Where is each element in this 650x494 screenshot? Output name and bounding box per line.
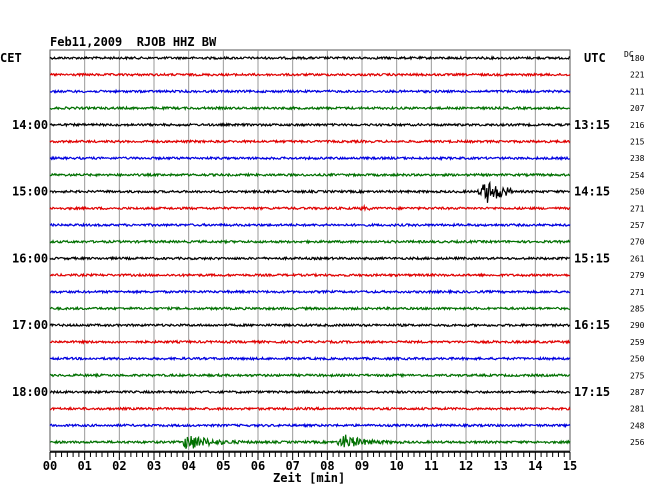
dc-offset-label: 180 — [630, 54, 645, 63]
right-hour-label: 15:15 — [574, 251, 610, 265]
left-hour-label: 17:00 — [12, 318, 48, 332]
seismic-trace — [49, 422, 571, 429]
right-hour-label: 17:15 — [574, 385, 610, 399]
seismic-trace — [49, 55, 570, 61]
dc-offset-label: 221 — [630, 71, 645, 80]
dc-offset-label: 271 — [630, 288, 645, 297]
seismic-trace — [49, 155, 571, 162]
dc-offset-label: 285 — [630, 305, 645, 314]
dc-offset-labels: 180 221 211 207 216 215 238 254 250 271 257 270 261 2… — [630, 54, 645, 447]
x-tick-label: 06 — [251, 459, 265, 473]
x-tick-label: 09 — [355, 459, 369, 473]
right-hour-label: 13:15 — [574, 118, 610, 132]
seismic-trace — [49, 180, 571, 203]
seismic-trace — [49, 203, 571, 212]
dc-offset-label: 207 — [630, 104, 645, 113]
dc-offset-label: 279 — [630, 271, 645, 280]
dc-offset-label: 275 — [630, 371, 645, 380]
dc-offset-label: 287 — [630, 388, 645, 397]
x-tick-label: 12 — [459, 459, 473, 473]
seismic-trace — [49, 72, 571, 78]
right-time-zone: UTC — [584, 51, 606, 65]
left-hour-label: 18:00 — [12, 385, 48, 399]
seismic-trace — [49, 88, 571, 94]
left-hour-label: 15:00 — [12, 185, 48, 199]
x-tick-label: 03 — [147, 459, 161, 473]
x-tick-label: 15 — [563, 459, 577, 473]
chart-title: Feb11,2009 RJOB HHZ BW — [50, 35, 217, 49]
seismic-trace — [49, 238, 571, 245]
left-hour-label: 16:00 — [12, 251, 48, 265]
right-hour-labels: 13:15 14:15 15:15 16:15 17:15 — [574, 118, 610, 399]
dc-offset-label: 259 — [630, 338, 645, 347]
dc-offset-label: 261 — [630, 254, 645, 263]
x-axis-label: Zeit [min] — [273, 471, 345, 485]
left-hour-labels: 14:00 15:00 16:00 17:00 18:00 — [12, 118, 48, 399]
x-tick-label: 13 — [493, 459, 507, 473]
seismic-trace — [49, 339, 571, 345]
x-tick-label: 10 — [389, 459, 403, 473]
dc-offset-label: 271 — [630, 204, 645, 213]
right-hour-label: 14:15 — [574, 185, 610, 199]
x-axis: 00 01 02 03 04 05 06 07 08 09 10 11 12 13 14 15 — [43, 451, 577, 473]
x-tick-label: 04 — [181, 459, 195, 473]
dc-offset-label: 290 — [630, 321, 645, 330]
seismic-trace — [49, 288, 571, 295]
x-tick-label: 00 — [43, 459, 57, 473]
left-hour-label: 14:00 — [12, 118, 48, 132]
x-tick-label: 08 — [320, 459, 334, 473]
plot-frame — [49, 49, 571, 452]
seismic-trace — [50, 405, 571, 412]
seismic-trace — [49, 355, 571, 362]
dc-header: DC — [624, 50, 634, 59]
dc-offset-label: 238 — [630, 154, 645, 163]
seismic-trace — [49, 322, 571, 328]
dc-offset-label: 270 — [630, 238, 645, 247]
seismic-trace — [49, 305, 571, 312]
dc-offset-label: 248 — [630, 421, 645, 430]
dc-offset-label: 254 — [630, 171, 645, 180]
x-tick-label: 05 — [216, 459, 230, 473]
x-tick-label: 07 — [285, 459, 299, 473]
seismic-trace — [49, 172, 570, 178]
x-tick-label: 01 — [77, 459, 91, 473]
right-hour-label: 16:15 — [574, 318, 610, 332]
dc-offset-label: 211 — [630, 87, 645, 96]
dc-offset-label: 256 — [630, 438, 645, 447]
dc-offset-label: 250 — [630, 188, 645, 197]
seismic-trace — [49, 389, 571, 395]
x-tick-label: 11 — [424, 459, 438, 473]
seismic-traces — [49, 55, 571, 449]
dc-offset-label: 257 — [630, 221, 645, 230]
seismic-trace — [49, 222, 571, 228]
seismic-trace — [49, 434, 571, 449]
seismic-trace — [49, 105, 571, 111]
seismic-trace — [49, 138, 571, 145]
dc-offset-label: 215 — [630, 138, 645, 147]
seismic-trace — [49, 272, 571, 278]
x-tick-label: 02 — [112, 459, 126, 473]
dc-offset-label: 216 — [630, 121, 645, 130]
plot-grid — [49, 49, 571, 452]
x-tick-label: 14 — [528, 459, 542, 473]
dc-offset-label: 250 — [630, 355, 645, 364]
left-time-zone: CET — [0, 51, 22, 65]
seismic-trace — [49, 122, 571, 128]
dc-offset-label: 281 — [630, 405, 645, 414]
seismic-trace — [49, 255, 571, 261]
seismic-trace — [49, 372, 571, 379]
